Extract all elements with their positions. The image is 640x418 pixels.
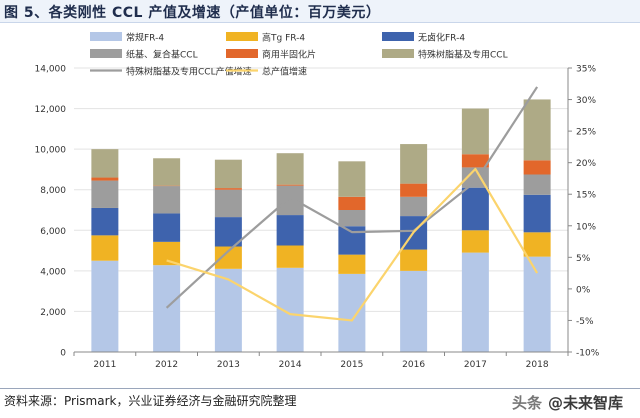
watermark-text: @未来智库	[548, 394, 624, 412]
bar-segment	[400, 196, 428, 217]
bars	[91, 99, 551, 352]
y-left-tick-label: 12,000	[35, 105, 67, 115]
bar-segment	[338, 254, 366, 274]
bar-segment	[214, 217, 242, 247]
bar-segment	[276, 153, 304, 185]
y-right-tick-label: 35%	[576, 65, 596, 75]
legend-label: 纸基、复合基CCL	[126, 49, 198, 61]
bar-segment	[91, 180, 119, 208]
bar-segment	[523, 160, 551, 175]
bar-segment	[153, 241, 181, 266]
growth-lines	[165, 86, 539, 322]
title-bar: 图 5、各类刚性 CCL 产值及增速（产值单位：百万美元）	[0, 0, 640, 23]
legend-swatch	[382, 49, 414, 58]
bar-segment	[153, 265, 181, 352]
y-right-tick-label: 5%	[576, 254, 591, 264]
bar-segment	[461, 187, 489, 231]
x-tick-label: 2011	[93, 360, 116, 370]
bar-segment	[523, 99, 551, 161]
y-right-tick-label: 10%	[576, 222, 596, 232]
axes: 0 2,000 4,000 6,000 8,000 10,000 12,000 14,000 -…	[35, 65, 600, 371]
series-line	[165, 86, 539, 309]
legend-label: 无卤化FR-4	[418, 32, 465, 44]
y-left-tick-label: 10,000	[35, 146, 67, 156]
y-left-tick-label: 4,000	[40, 267, 66, 277]
y-right-tick-label: 15%	[576, 191, 596, 201]
chart-title: 图 5、各类刚性 CCL 产值及增速（产值单位：百万美元）	[4, 5, 381, 21]
watermark-prefix: 头条	[512, 394, 543, 412]
bar-segment	[461, 252, 489, 352]
y-right-tick-label: 0%	[576, 285, 591, 295]
legend-label: 总产值增速	[262, 66, 307, 78]
bar-segment	[338, 196, 366, 210]
y-right-tick-label: 20%	[576, 159, 596, 169]
source-note: 资料来源：Prismark，兴业证券经济与金融研究院整理	[4, 394, 297, 408]
bar-segment	[523, 194, 551, 233]
bar-segment	[91, 207, 119, 236]
x-tick-label: 2018	[526, 360, 549, 370]
bar-segment	[338, 273, 366, 352]
bar-segment	[400, 249, 428, 271]
legend-swatch	[90, 49, 122, 58]
bar-segment	[276, 185, 304, 216]
bar-segment	[276, 245, 304, 268]
bar-segment	[276, 215, 304, 246]
bar-segment	[400, 270, 428, 352]
x-tick-label: 2012	[155, 360, 178, 370]
bar-segment	[91, 149, 119, 178]
legend-label: 特殊树脂基及专用CCL产值增速	[126, 66, 252, 78]
y-right-tick-label: -5%	[576, 317, 594, 327]
watermark: 头条 @未来智库	[512, 392, 623, 413]
legend-label: 高Tg FR-4	[262, 32, 305, 44]
bar-segment	[153, 158, 181, 186]
y-right-tick-label: 30%	[576, 96, 596, 106]
bar-segment	[461, 108, 489, 155]
legend-swatch	[226, 32, 258, 41]
bar-segment	[214, 159, 242, 189]
bar-segment	[523, 174, 551, 195]
legend-swatch	[382, 32, 414, 41]
bar-segment	[276, 184, 304, 186]
x-tick-label: 2014	[279, 360, 302, 370]
source-divider	[0, 388, 640, 389]
bar-segment	[400, 183, 428, 197]
legend-swatch	[90, 32, 122, 41]
bar-segment	[91, 260, 119, 352]
y-right-tick-label: -10%	[576, 349, 600, 359]
bar-segment	[338, 210, 366, 227]
y-right-tick-label: 25%	[576, 128, 596, 138]
bar-segment	[214, 246, 242, 269]
y-left-tick-label: 6,000	[40, 227, 66, 237]
bar-segment	[523, 232, 551, 257]
y-left-tick-label: 0	[60, 349, 66, 359]
bar-segment	[91, 177, 119, 181]
bar-segment	[461, 230, 489, 253]
legend-label: 常规FR-4	[126, 32, 164, 44]
bar-segment	[91, 235, 119, 261]
bar-segment	[214, 188, 242, 190]
series-line	[166, 167, 539, 322]
x-tick-label: 2013	[217, 360, 240, 370]
bar-segment	[338, 226, 366, 255]
legend-label: 商用半固化片	[262, 49, 316, 61]
bar-segment	[214, 189, 242, 218]
chart: 0 2,000 4,000 6,000 8,000 10,000 12,000 14,000 -…	[35, 32, 600, 371]
bar-segment	[338, 161, 366, 197]
x-tick-label: 2016	[402, 360, 425, 370]
bar-segment	[153, 213, 181, 242]
legend-swatch	[226, 49, 258, 58]
bar-segment	[400, 144, 428, 184]
bar-segment	[214, 268, 242, 352]
y-left-tick-label: 8,000	[40, 186, 66, 196]
gridlines	[74, 67, 568, 312]
y-left-tick-label: 2,000	[40, 308, 66, 318]
x-tick-label: 2015	[340, 360, 363, 370]
y-left-tick-label: 14,000	[35, 65, 67, 75]
bar-segment	[153, 186, 181, 214]
legend-label: 特殊树脂基及专用CCL	[418, 49, 508, 61]
bar-segment	[461, 154, 489, 168]
legend: 常规FR-4 高Tg FR-4 无卤化FR-4纸基、复合基CCL 商用半固化片 特殊树脂…	[90, 32, 508, 78]
x-tick-label: 2017	[464, 360, 487, 370]
